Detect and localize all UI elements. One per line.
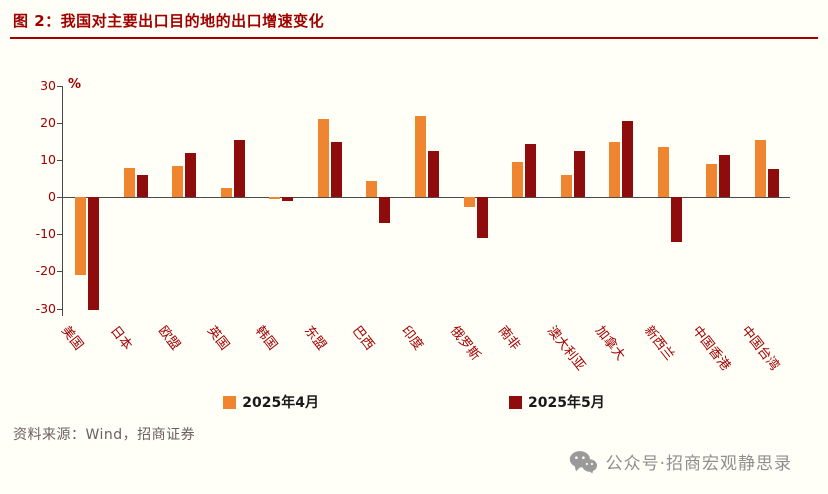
y-tick-mark bbox=[57, 271, 63, 273]
bar bbox=[75, 197, 87, 276]
y-tick-mark bbox=[57, 234, 63, 236]
y-tick-mark bbox=[57, 160, 63, 162]
figure-title: 图 2：我国对主要出口目的地的出口增速变化 bbox=[13, 12, 325, 30]
y-tick-label: 10 bbox=[40, 152, 56, 168]
bar bbox=[463, 197, 475, 207]
y-tick-mark bbox=[57, 86, 63, 87]
wechat-icon bbox=[569, 450, 597, 474]
legend-swatch bbox=[223, 395, 237, 409]
bar bbox=[657, 147, 669, 198]
y-tick-mark bbox=[57, 308, 63, 310]
x-axis-line bbox=[63, 197, 790, 199]
bar bbox=[172, 165, 184, 198]
bar bbox=[609, 141, 621, 198]
plot-area bbox=[57, 86, 790, 316]
y-axis-unit-label: % bbox=[68, 77, 82, 92]
bar bbox=[622, 121, 634, 198]
y-tick-label: -20 bbox=[35, 263, 56, 279]
legend-item: 2025年5月 bbox=[509, 392, 605, 412]
bar bbox=[220, 188, 232, 198]
y-axis: 30 20 10 0 -10 -20 -30 bbox=[12, 78, 56, 316]
bar bbox=[573, 150, 585, 198]
y-tick-label: 20 bbox=[40, 115, 56, 131]
legend-label: 2025年5月 bbox=[528, 395, 605, 411]
bar bbox=[415, 115, 426, 198]
legend-item: 2025年4月 bbox=[223, 392, 319, 412]
y-tick-label: 30 bbox=[40, 78, 56, 93]
watermark-text: 公众号·招商宏观静思录 bbox=[605, 454, 792, 474]
bar bbox=[330, 141, 342, 198]
y-tick-label: -10 bbox=[35, 226, 56, 242]
title-divider bbox=[10, 37, 818, 39]
bar bbox=[88, 197, 100, 311]
bar bbox=[317, 119, 329, 198]
y-tick-mark bbox=[57, 197, 63, 199]
y-tick-label: 0 bbox=[48, 189, 56, 205]
bar bbox=[136, 175, 148, 198]
bar bbox=[428, 150, 439, 198]
watermark: 公众号·招商宏观静思录 bbox=[569, 449, 792, 474]
legend-label: 2025年4月 bbox=[242, 395, 319, 411]
bar bbox=[767, 169, 779, 198]
y-tick-mark bbox=[57, 123, 63, 125]
bar bbox=[123, 167, 135, 198]
source-note: 资料来源：Wind，招商证券 bbox=[13, 427, 196, 443]
bar bbox=[185, 152, 197, 198]
chart-legend: 2025年4月 2025年5月 bbox=[0, 392, 828, 412]
bar bbox=[670, 197, 682, 242]
bar bbox=[512, 162, 524, 198]
y-tick-label: -30 bbox=[35, 300, 56, 316]
bar bbox=[525, 143, 537, 198]
legend-swatch bbox=[509, 395, 522, 409]
bar bbox=[719, 154, 731, 198]
bar bbox=[706, 163, 718, 198]
bar bbox=[233, 139, 245, 198]
bar bbox=[754, 139, 766, 198]
bar bbox=[269, 197, 281, 200]
bar bbox=[366, 180, 378, 198]
bar bbox=[379, 197, 391, 224]
bar bbox=[560, 175, 572, 198]
bar bbox=[476, 197, 488, 239]
x-axis-labels: 美国 日本 欧盟 英国 韩国 东盟 巴西 印度 俄罗斯 南非 澳大利亚 加拿大 新西兰 中国香港 中国台湾 bbox=[58, 323, 782, 374]
bar bbox=[282, 197, 294, 201]
